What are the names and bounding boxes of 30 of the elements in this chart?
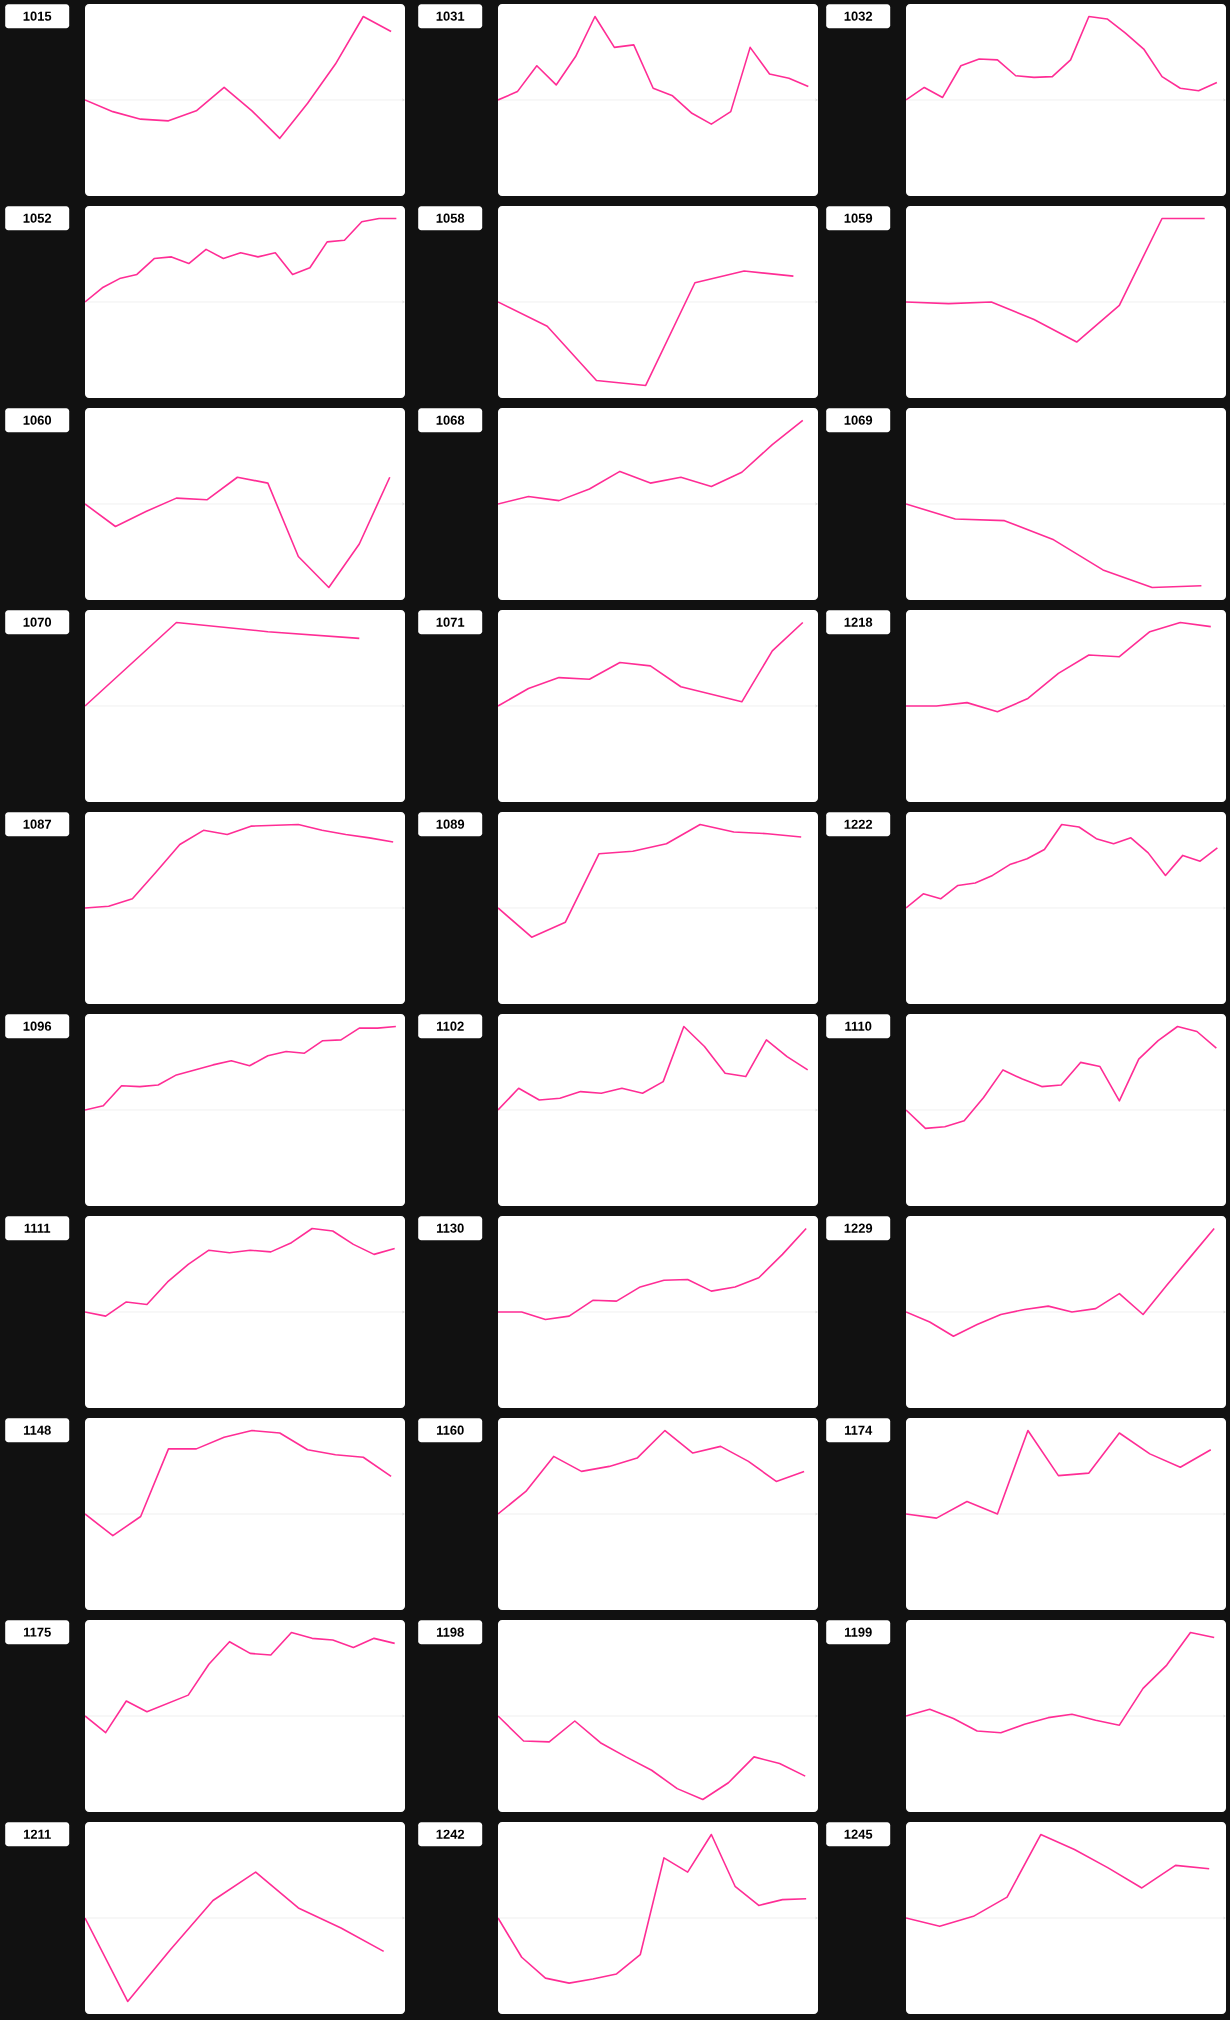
chart-title: 1089 bbox=[436, 819, 465, 829]
chart-title: 1174 bbox=[844, 1425, 873, 1435]
chart-title: 1229 bbox=[844, 1223, 873, 1233]
chart-title: 1096 bbox=[23, 1021, 52, 1031]
chart-title: 1130 bbox=[436, 1223, 464, 1233]
chart-title: 1032 bbox=[844, 11, 873, 21]
chart-title: 1052 bbox=[23, 213, 52, 223]
chart-title: 1031 bbox=[436, 11, 465, 21]
chart-title: 1015 bbox=[23, 11, 52, 21]
chart-title: 1087 bbox=[23, 819, 52, 829]
chart-title: 1059 bbox=[844, 213, 873, 223]
chart-title: 1069 bbox=[844, 415, 873, 425]
chart-title: 1175 bbox=[23, 1627, 51, 1637]
chart-title: 1218 bbox=[844, 617, 873, 627]
chart-title: 1242 bbox=[436, 1829, 465, 1839]
chart-title: 1245 bbox=[844, 1829, 873, 1839]
chart-title: 1068 bbox=[436, 415, 465, 425]
chart-title: 1071 bbox=[436, 617, 465, 627]
chart-title: 1222 bbox=[844, 819, 873, 829]
chart-title: 1211 bbox=[23, 1829, 51, 1839]
chart-title: 1111 bbox=[24, 1223, 51, 1233]
chart-title: 1058 bbox=[436, 213, 465, 223]
chart-title: 1070 bbox=[23, 617, 52, 627]
chart-title: 1160 bbox=[436, 1425, 464, 1435]
chart-title: 1199 bbox=[844, 1627, 872, 1637]
chart-title: 1148 bbox=[23, 1425, 51, 1435]
chart-title: 1102 bbox=[436, 1021, 464, 1031]
chart-title: 1198 bbox=[436, 1627, 464, 1637]
chart-title: 1110 bbox=[845, 1021, 872, 1031]
chart-title: 1060 bbox=[23, 415, 52, 425]
